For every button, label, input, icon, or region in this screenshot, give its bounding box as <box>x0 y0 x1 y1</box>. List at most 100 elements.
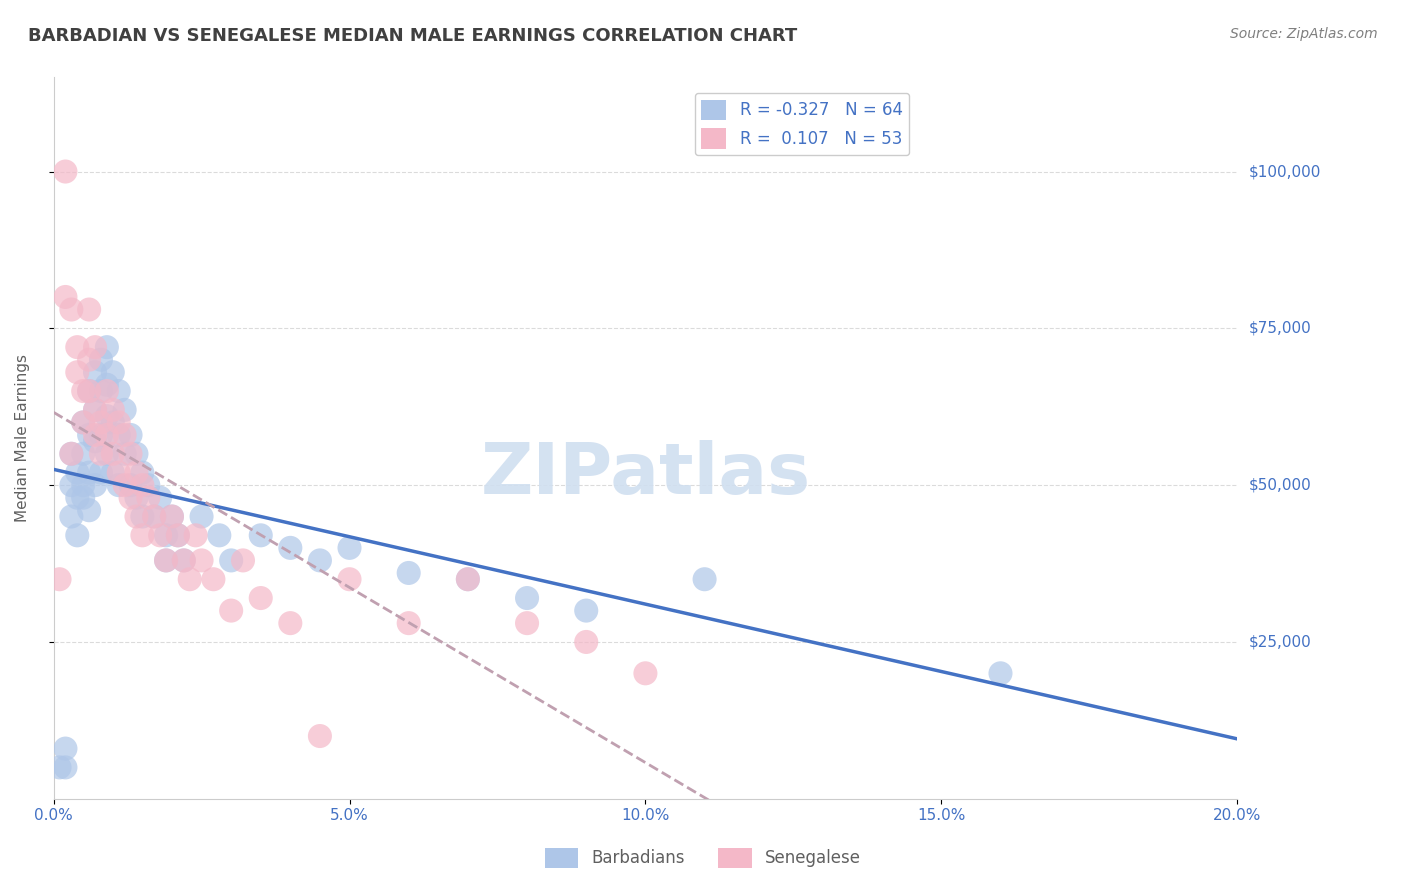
Point <box>278 616 301 631</box>
Point <box>84 434 107 449</box>
Point <box>77 428 100 442</box>
Point <box>208 528 231 542</box>
Point <box>72 478 94 492</box>
Text: Source: ZipAtlas.com: Source: ZipAtlas.com <box>1230 27 1378 41</box>
Point <box>190 509 212 524</box>
Point <box>184 528 207 542</box>
Point <box>114 402 136 417</box>
Point <box>77 384 100 398</box>
Point <box>309 553 332 567</box>
Point <box>179 572 201 586</box>
Legend: R = -0.327   N = 64, R =  0.107   N = 53: R = -0.327 N = 64, R = 0.107 N = 53 <box>695 93 910 155</box>
Point <box>48 760 70 774</box>
Point <box>131 466 153 480</box>
Point <box>136 478 159 492</box>
Point <box>84 365 107 379</box>
Text: $25,000: $25,000 <box>1249 634 1310 649</box>
Point <box>136 491 159 505</box>
Point <box>278 541 301 555</box>
Point <box>107 466 129 480</box>
Point <box>125 509 148 524</box>
Point <box>516 591 538 605</box>
Text: $50,000: $50,000 <box>1249 477 1310 492</box>
Point <box>634 666 657 681</box>
Point <box>90 416 112 430</box>
Text: $100,000: $100,000 <box>1249 164 1320 179</box>
Text: BARBADIAN VS SENEGALESE MEDIAN MALE EARNINGS CORRELATION CHART: BARBADIAN VS SENEGALESE MEDIAN MALE EARN… <box>28 27 797 45</box>
Point <box>77 302 100 317</box>
Point <box>114 447 136 461</box>
Point <box>457 572 479 586</box>
Point <box>60 478 83 492</box>
Point <box>96 409 118 424</box>
Text: $75,000: $75,000 <box>1249 321 1310 335</box>
Point <box>120 428 142 442</box>
Point <box>107 428 129 442</box>
Point <box>66 466 89 480</box>
Point <box>160 509 183 524</box>
Point <box>143 509 166 524</box>
Point <box>575 635 598 649</box>
Point <box>101 447 124 461</box>
Point <box>55 741 77 756</box>
Point <box>84 402 107 417</box>
Point <box>60 509 83 524</box>
Point <box>219 604 242 618</box>
Point <box>66 491 89 505</box>
Point <box>125 447 148 461</box>
Point <box>90 384 112 398</box>
Point <box>219 553 242 567</box>
Point <box>120 491 142 505</box>
Point <box>77 384 100 398</box>
Point <box>155 553 177 567</box>
Point <box>60 302 83 317</box>
Point <box>107 478 129 492</box>
Point <box>120 478 142 492</box>
Y-axis label: Median Male Earnings: Median Male Earnings <box>15 354 30 522</box>
Point <box>398 566 420 580</box>
Point <box>990 666 1012 681</box>
Point <box>167 528 190 542</box>
Point <box>96 340 118 354</box>
Point <box>457 572 479 586</box>
Point <box>48 572 70 586</box>
Point <box>96 384 118 398</box>
Point <box>90 428 112 442</box>
Point <box>339 541 361 555</box>
Point <box>114 428 136 442</box>
Point <box>160 509 183 524</box>
Point <box>66 528 89 542</box>
Point <box>516 616 538 631</box>
Point <box>77 352 100 367</box>
Point <box>90 352 112 367</box>
Legend: Barbadians, Senegalese: Barbadians, Senegalese <box>538 841 868 875</box>
Point <box>167 528 190 542</box>
Point <box>131 509 153 524</box>
Point <box>77 466 100 480</box>
Point <box>72 447 94 461</box>
Point <box>60 447 83 461</box>
Point <box>66 365 89 379</box>
Point <box>84 428 107 442</box>
Point <box>339 572 361 586</box>
Point <box>125 466 148 480</box>
Point <box>131 528 153 542</box>
Point <box>232 553 254 567</box>
Point <box>101 466 124 480</box>
Point <box>173 553 195 567</box>
Point <box>107 416 129 430</box>
Point <box>101 416 124 430</box>
Point <box>72 416 94 430</box>
Point <box>107 384 129 398</box>
Point <box>96 428 118 442</box>
Point <box>398 616 420 631</box>
Point <box>120 447 142 461</box>
Point <box>309 729 332 743</box>
Point <box>149 491 172 505</box>
Point <box>66 340 89 354</box>
Point <box>249 528 271 542</box>
Point <box>55 760 77 774</box>
Point <box>101 402 124 417</box>
Point <box>72 416 94 430</box>
Point <box>125 491 148 505</box>
